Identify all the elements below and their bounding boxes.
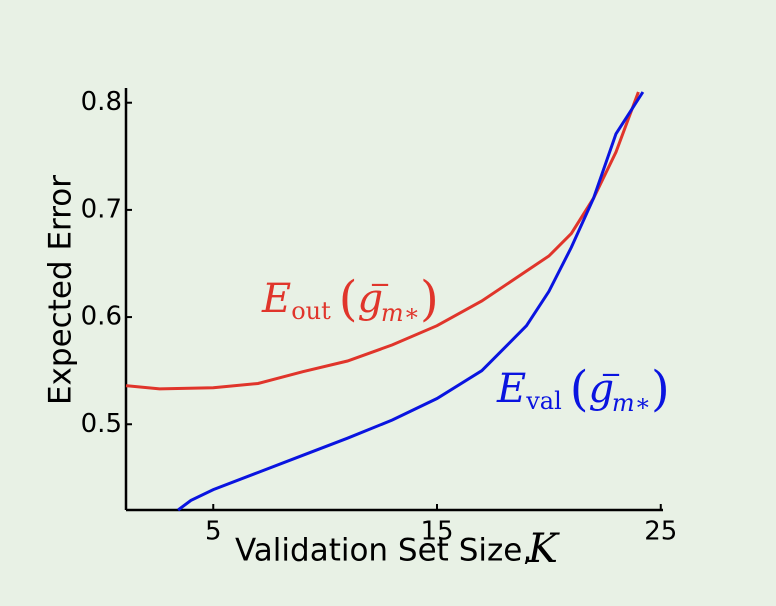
annotation-part: ( — [339, 271, 358, 327]
y-tick-label: 0.7 — [81, 194, 122, 224]
annotation-part: out — [291, 297, 331, 325]
annotation-part: ) — [651, 361, 670, 417]
annotation-part: − — [600, 360, 622, 390]
x-axis-symbol: K — [527, 526, 560, 572]
annotation-part: m∗ — [612, 389, 651, 417]
y-tick-label: 0.6 — [81, 302, 122, 332]
y-tick-label: 0.8 — [81, 87, 122, 117]
annotation-part: − — [369, 270, 391, 300]
y-axis-label: Expected Error — [43, 175, 79, 405]
annotation-part: E — [261, 276, 291, 322]
annotation-part: g — [358, 276, 384, 322]
x-tick-label: 25 — [644, 517, 677, 547]
annotation-part: ( — [570, 361, 589, 417]
annotation-part: E — [496, 366, 526, 412]
annotation-part: m∗ — [381, 299, 420, 327]
x-tick-label: 5 — [205, 517, 222, 547]
x-axis-label: Validation Set Size, — [235, 533, 532, 569]
line-series — [125, 91, 640, 391]
annotation-part: val — [525, 387, 562, 415]
y-tick-label: 0.5 — [81, 409, 122, 439]
annotation: Eval (g− m∗) — [496, 360, 670, 417]
annotation-part: g — [588, 366, 614, 412]
annotation: Eout (g− m∗) — [261, 270, 439, 327]
annotation-part: ) — [420, 271, 439, 327]
x-tick-label: 15 — [420, 517, 453, 547]
line-series — [177, 91, 645, 512]
